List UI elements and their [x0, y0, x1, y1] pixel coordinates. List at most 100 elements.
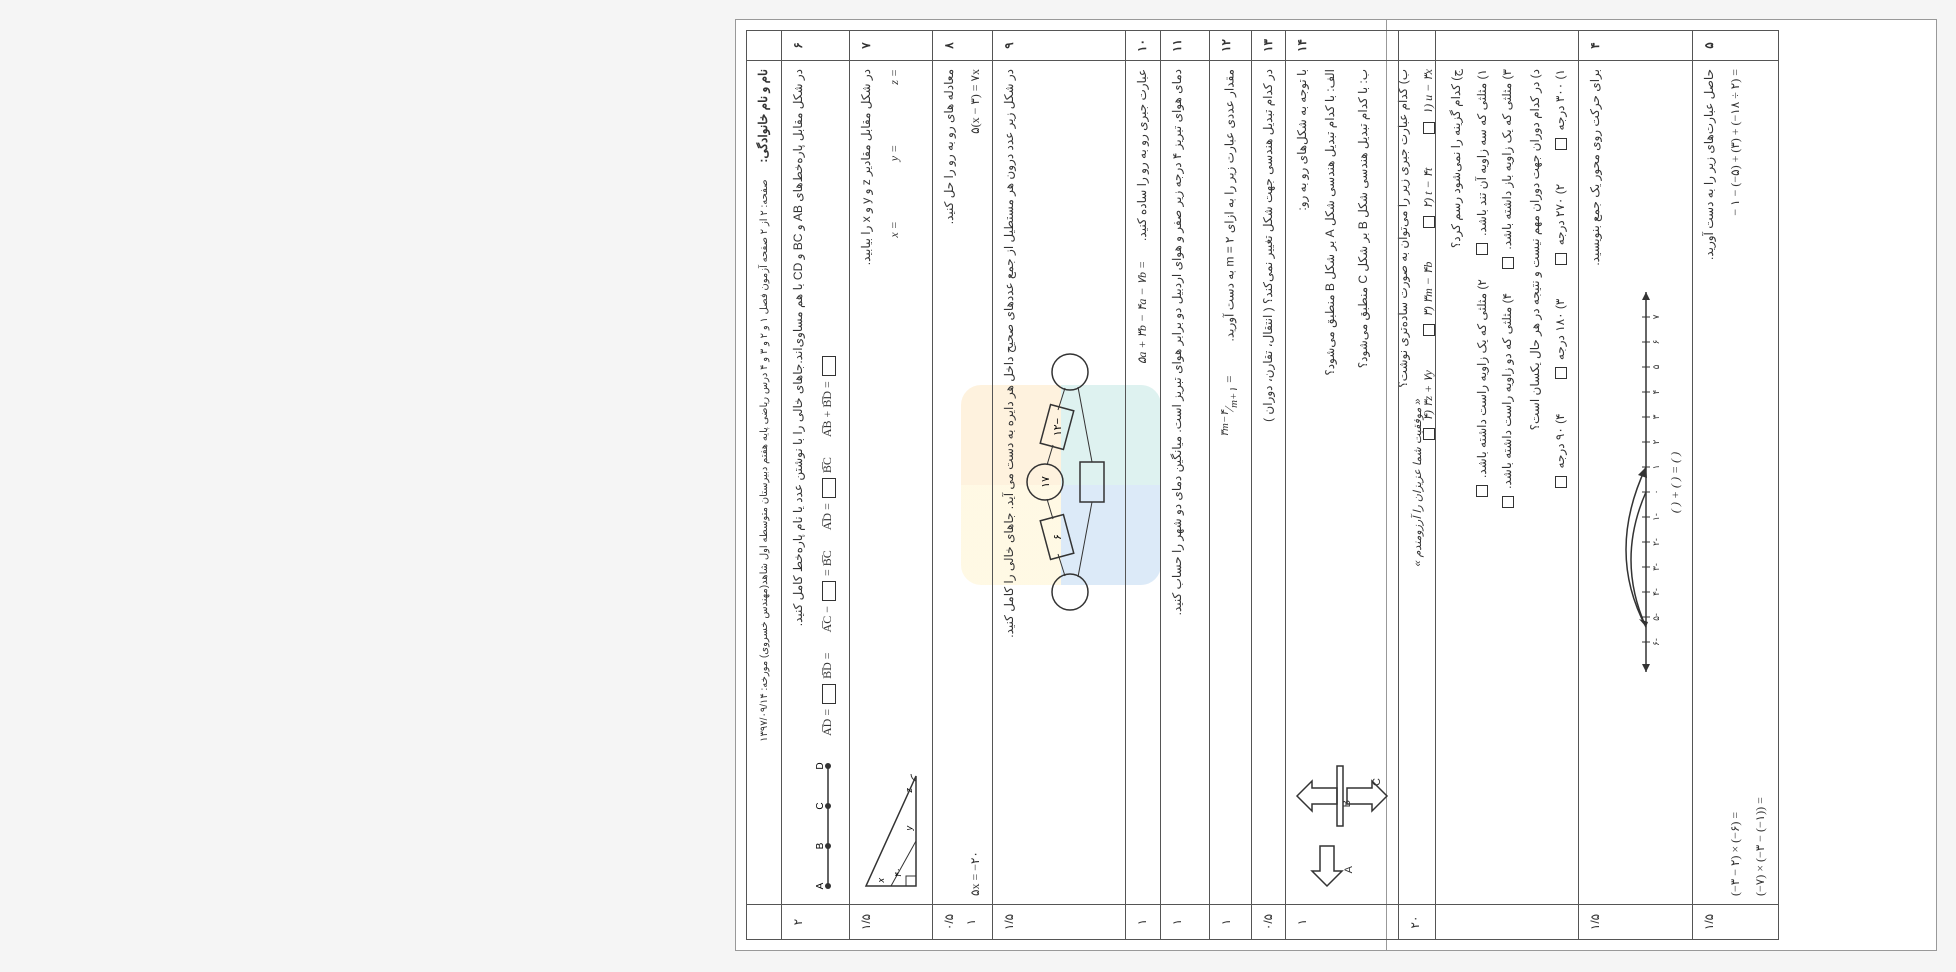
svg-text:۲: ۲ — [1651, 440, 1661, 445]
svg-text:۵: ۵ — [1651, 365, 1661, 370]
q6-l6: B͞C — [820, 457, 834, 473]
q12-num: ۱۲ — [1210, 31, 1251, 61]
q13-num: ۱۳ — [1251, 31, 1286, 61]
svg-text:−۱۲: −۱۲ — [1052, 418, 1064, 436]
q6-text: در شکل مقابل پاره‌خط‌های AB و BC و CD با… — [788, 69, 810, 896]
q7-y: y = — [884, 145, 906, 161]
exam-table-2: نام و نام خانوادگی: صفحه: ۲ از ۲ صفحه آز… — [746, 30, 1436, 940]
svg-text:۳: ۳ — [1651, 415, 1661, 420]
q3c-opt1: ۱) مثلثی که سه زاویه آن تند باشد. — [1475, 69, 1489, 236]
q6-l2: B͞D = — [820, 652, 834, 678]
q7-score: ۱/۵ — [850, 905, 933, 940]
q10-num: ۱۰ — [1125, 31, 1160, 61]
svg-text:C: C — [815, 802, 826, 809]
svg-text:A: A — [1343, 865, 1355, 873]
q3d-opt1: ۱) ۳۰۰ درجه — [1553, 69, 1567, 130]
q14-a: الف: با کدام تبدیل هندسی شکل A بر شکل B … — [1320, 69, 1342, 696]
q6-l7: A͞B + B͞D = — [820, 381, 834, 437]
q5-score: ۱/۵ — [1693, 905, 1779, 940]
q6-l5: A͞D = — [820, 503, 834, 530]
footer-text: « موفقیت شما عزیزان را آرزومندم » — [1409, 69, 1429, 896]
q3d-opt2: ۲) ۲۷۰ درجه — [1553, 184, 1567, 245]
header-name: نام و نام خانوادگی: — [756, 69, 770, 163]
q3d-opt3: ۳) ۱۸۰ درجه — [1553, 299, 1567, 360]
q6-l1: A͞D = — [820, 709, 834, 736]
q14-b: ب: با کدام تبدیل هندسی شکل B بر شکل C من… — [1353, 69, 1375, 696]
q14-text: با توجه به شکل‌های رو به رو: — [1292, 69, 1314, 696]
q8-text: معادله های رو به رو را حل کنید. — [939, 69, 961, 896]
q11-num: ۱۱ — [1160, 31, 1210, 61]
svg-text:۱۷: ۱۷ — [1040, 477, 1052, 489]
q6-l4: = B͞C — [820, 550, 834, 576]
svg-text:A: A — [815, 882, 826, 889]
svg-text:-۲: -۲ — [1651, 539, 1661, 547]
header-info: صفحه: ۲ از ۲ صفحه آزمون فصل ۱ و ۲ و ۳ و … — [759, 179, 770, 741]
svg-text:-۳: -۳ — [1651, 564, 1661, 572]
q3c-text: ج) کدام گزینه را نمی‌شود رسم کرد؟ — [1446, 69, 1468, 896]
q12-text: مقدار عددی عبارت زیر را به ازای m = ۲ به… — [1222, 69, 1236, 342]
q5-num: ۵ — [1693, 31, 1779, 61]
q9-num: ۹ — [993, 31, 1126, 61]
q4-text: برای حرکت روی محور یک جمع بنویسید. — [1585, 69, 1607, 896]
total-score: ۲۰ — [1399, 905, 1436, 940]
checkbox[interactable] — [1476, 243, 1488, 255]
q9-score: ۱/۵ — [993, 905, 1126, 940]
svg-text:B: B — [815, 842, 826, 849]
checkbox[interactable] — [1555, 476, 1567, 488]
q4-score: ۱/۵ — [1578, 905, 1692, 940]
q5-e1: (−۳ − ۲) × (−۶) = — [1725, 812, 1747, 896]
checkbox[interactable] — [1502, 496, 1514, 508]
q6-l3: A͞C − — [820, 606, 834, 632]
arrows-diagram: A B C — [1292, 716, 1392, 896]
q7-x: x = — [884, 221, 906, 237]
q3c-opt4: ۴) مثلثی که دو زاویه راست داشته باشد. — [1500, 293, 1514, 489]
q8-e2: ۵x = −۲۰ — [965, 851, 987, 896]
q7-num: ۷ — [850, 31, 933, 61]
q13-score: ۰/۵ — [1251, 905, 1286, 940]
q13-text: در کدام تبدیل هندسی جهت شکل تغییر نمی‌کن… — [1258, 69, 1280, 896]
q4-num: ۴ — [1578, 31, 1692, 61]
svg-text:y: y — [904, 826, 914, 832]
exam-page-2: نام و نام خانوادگی: صفحه: ۲ از ۲ صفحه آز… — [735, 19, 1387, 951]
svg-text:۱: ۱ — [1651, 465, 1661, 470]
q12-score: ۱ — [1210, 905, 1251, 940]
svg-text:D: D — [815, 762, 826, 769]
q5-text: حاصل عبارت‌های زیر را به دست آورید. — [1699, 69, 1721, 896]
svg-text:-۱: -۱ — [1651, 514, 1661, 522]
segment-diagram: A B C D — [813, 756, 843, 896]
q3c-opt2: ۲) مثلثی که یک زاویه راست داشته باشد. — [1475, 279, 1489, 478]
triangle-diagram: x ۴۰ y z — [856, 766, 926, 896]
checkbox[interactable] — [1502, 257, 1514, 269]
q7-text: در شکل مقابل مقادیر z و y و x را بیابید. — [856, 69, 878, 746]
q8-num: ۸ — [933, 31, 993, 61]
q14-num: ۱۴ — [1286, 31, 1399, 61]
q6-score: ۲ — [781, 905, 850, 940]
blank-box[interactable] — [822, 478, 836, 498]
svg-text:-۶: -۶ — [1651, 639, 1661, 647]
q9-text: در شکل زیر عدد درون هر مستطیل از جمع عدد… — [999, 69, 1021, 896]
checkbox[interactable] — [1555, 138, 1567, 150]
blank-box[interactable] — [822, 581, 836, 601]
q3d-opt4: ۴) ۹۰ درجه — [1553, 413, 1567, 468]
svg-text:۴۰: ۴۰ — [893, 868, 903, 878]
svg-text:۶: ۶ — [1651, 340, 1661, 345]
blank-box[interactable] — [822, 684, 836, 704]
q11-score: ۱ — [1160, 905, 1210, 940]
q5-e3: (−۷) × (−۳ − (−۱)) = — [1750, 797, 1772, 896]
q10-text: عبارت جبری رو به رو را ساده کنید. — [1135, 69, 1149, 241]
svg-text:x: x — [876, 878, 886, 884]
q10-eq: ۵a + ۳b − ۴a − ۷b = — [1132, 261, 1154, 364]
svg-text:-۴: -۴ — [1651, 589, 1661, 597]
q8-score: ۰/۵۱ — [933, 905, 993, 940]
checkbox[interactable] — [1555, 367, 1567, 379]
checkbox[interactable] — [1476, 485, 1488, 497]
svg-text:۰: ۰ — [1651, 490, 1661, 495]
svg-text:C: C — [1371, 778, 1383, 786]
circle-rect-diagram: ۱۷ ۶ −۱۲ — [1025, 333, 1115, 633]
checkbox[interactable] — [1555, 253, 1567, 265]
q6-num: ۶ — [781, 31, 850, 61]
q7-z: z = — [884, 69, 906, 85]
svg-text:۴: ۴ — [1651, 390, 1661, 395]
svg-text:۶: ۶ — [1052, 535, 1064, 541]
blank-box[interactable] — [822, 356, 836, 376]
